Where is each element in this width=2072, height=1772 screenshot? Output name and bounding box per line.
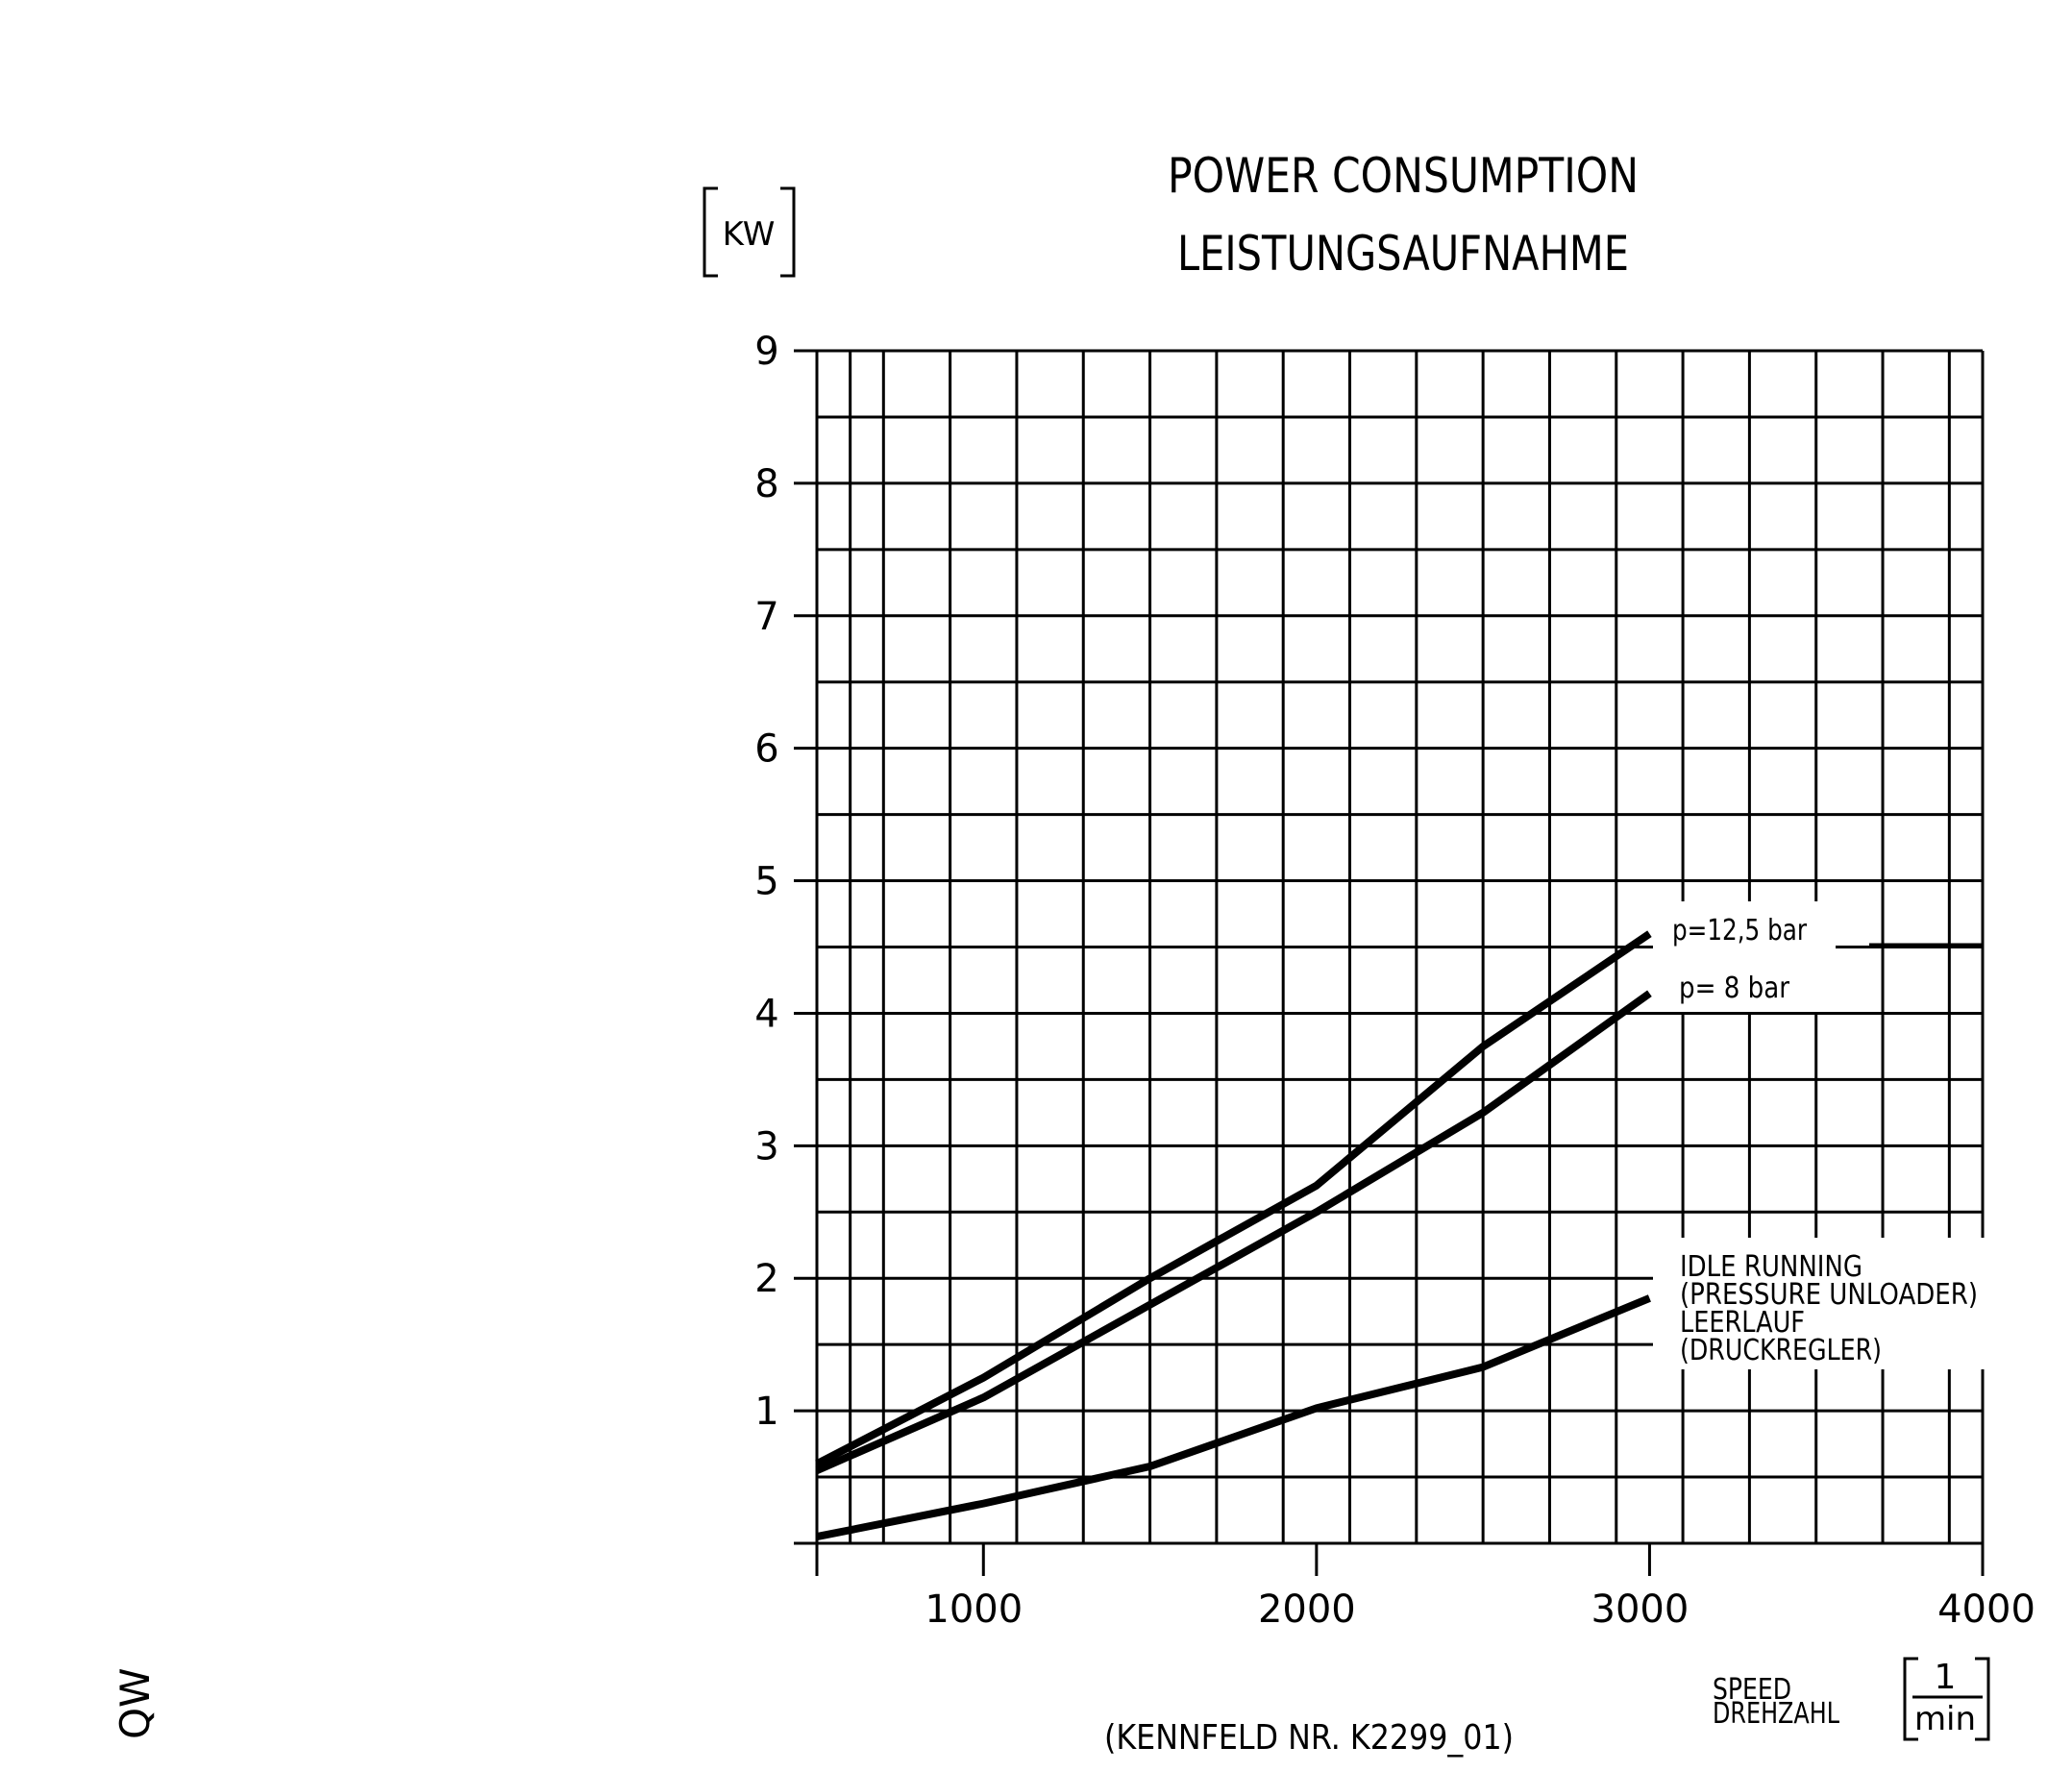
series-label-idle-line: (DRUCKREGLER) <box>1680 1334 1882 1367</box>
x-tick-label: 1000 <box>925 1587 1023 1632</box>
series-label-background <box>1653 1238 1985 1369</box>
x-axis-label-en: SPEED <box>1713 1673 1791 1707</box>
chart-subtitle: LEISTUNGSAUFNAHME <box>1177 226 1629 282</box>
series-label-idle-line: LEERLAUF <box>1680 1306 1805 1340</box>
series-label-idle-line: IDLE RUNNING <box>1680 1250 1862 1284</box>
x-axis-label-de: DREHZAHL <box>1713 1697 1839 1731</box>
chart-title: POWER CONSUMPTION <box>1168 148 1639 204</box>
corner-mark: QW <box>111 1667 159 1739</box>
series-label-idle-line: (PRESSURE UNLOADER) <box>1680 1278 1978 1312</box>
axis-ticks <box>794 349 1985 1576</box>
y-tick-label: 5 <box>754 860 778 904</box>
x-unit-bracket <box>1903 1657 1990 1741</box>
series-lines <box>815 930 1652 1541</box>
series-line-2 <box>815 990 1652 1474</box>
y-tick-label: 3 <box>754 1124 778 1169</box>
label-backgrounds <box>1653 901 1985 1369</box>
series-label-background <box>1653 901 1836 1012</box>
x-tick-label: 2000 <box>1258 1587 1356 1632</box>
y-tick-label: 9 <box>754 330 778 374</box>
y-axis-label: KW <box>723 215 776 254</box>
y-tick-label: 2 <box>754 1257 778 1301</box>
y-tick-label: 4 <box>754 992 778 1036</box>
y-tick-label: 6 <box>754 727 778 772</box>
chart-labels: 1 2 3 4 5 6 7 8 9 1000 2000 3000 4000 p=12,5 bar p= 8 … <box>754 330 2035 1632</box>
series-line-3 <box>816 1294 1651 1541</box>
x-tick-label: 3000 <box>1591 1587 1690 1632</box>
series-label-p12-5: p=12,5 bar <box>1672 914 1808 948</box>
y-tick-label: 8 <box>754 462 778 506</box>
y-tick-label: 1 <box>754 1390 778 1434</box>
x-tick-label: 4000 <box>1937 1587 2035 1632</box>
footnote: (KENNFELD NR. K2299_01) <box>1104 1718 1514 1758</box>
x-unit-numerator: 1 <box>1935 1658 1957 1697</box>
x-unit-denominator: min <box>1914 1700 1976 1738</box>
series-label-p8: p= 8 bar <box>1679 972 1790 1005</box>
y-tick-label: 7 <box>754 595 778 639</box>
y-unit-bracket <box>703 186 796 278</box>
series-line-1 <box>815 930 1652 1467</box>
